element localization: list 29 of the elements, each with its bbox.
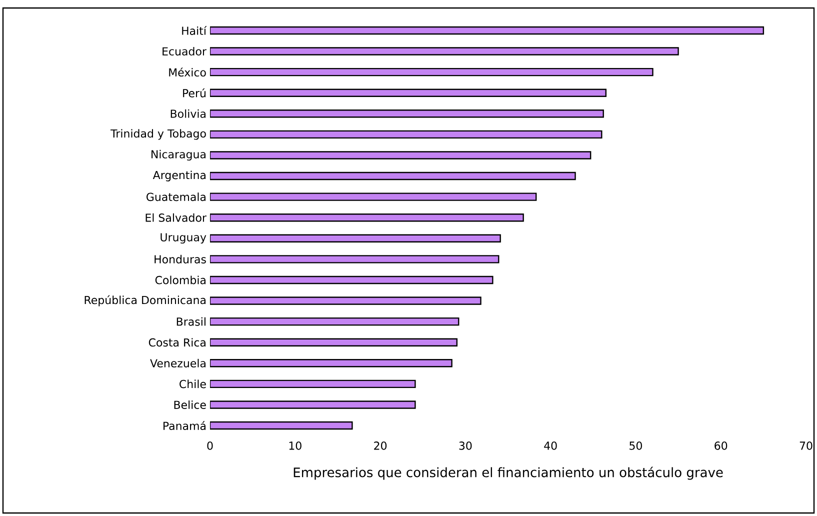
y-tick-label: Nicaragua — [152, 150, 206, 161]
y-tick-label: Chile — [180, 380, 206, 388]
x-axis-title: Empresarios que consideran el financiamiento un obstáculo grave — [294, 466, 723, 480]
y-tick-label: México — [169, 68, 206, 77]
y-tick-label: Colombia — [155, 276, 206, 284]
x-tick-label: 20 — [374, 442, 387, 450]
y-tick-label: Guatemala — [146, 192, 206, 202]
y-tick-label: Brasil — [176, 317, 206, 326]
x-tick-label: 10 — [289, 442, 302, 450]
y-tick-label: Trinidad y Tobago — [110, 129, 206, 140]
y-tick-label: Venezuela — [150, 358, 206, 368]
y-tick-label: Ecuador — [162, 47, 206, 56]
y-tick-label: Panamá — [164, 421, 206, 430]
x-tick-label: 30 — [459, 442, 472, 450]
y-tick-label: El Salvador — [146, 213, 206, 222]
y-tick-label: Honduras — [154, 254, 206, 264]
x-tick-label: 70 — [800, 442, 812, 450]
y-tick-label: Haití — [182, 26, 207, 35]
x-tick-label: 0 — [207, 442, 213, 450]
y-tick-label: Uruguay — [160, 233, 206, 244]
y-tick-label: Perú — [183, 88, 206, 98]
y-tick-label: Argentina — [152, 170, 206, 182]
y-tick-label: Bolivia — [170, 109, 206, 118]
x-tick-label: 50 — [630, 442, 642, 450]
y-tick-label: República Dominicana — [84, 295, 206, 306]
x-tick-label: 40 — [544, 442, 557, 450]
x-tick-label: 60 — [714, 442, 728, 450]
y-tick-label: Belice — [174, 400, 206, 409]
y-tick-label: Costa Rica — [148, 338, 206, 347]
